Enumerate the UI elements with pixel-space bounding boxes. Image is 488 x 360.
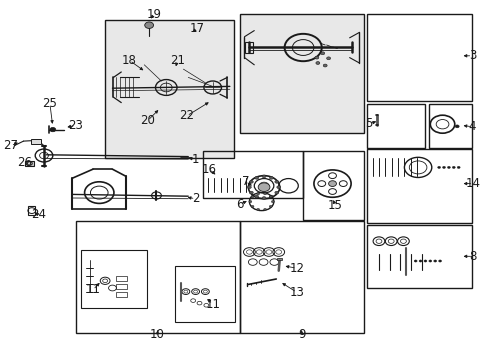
Circle shape: [256, 193, 259, 195]
Circle shape: [269, 195, 273, 198]
Circle shape: [276, 186, 280, 189]
Circle shape: [438, 260, 441, 262]
Circle shape: [144, 22, 153, 28]
Bar: [116, 276, 127, 281]
Bar: [428, 104, 471, 148]
Circle shape: [269, 176, 273, 179]
Text: 8: 8: [468, 250, 476, 263]
Text: 20: 20: [140, 114, 155, 127]
Bar: [303, 151, 364, 220]
Circle shape: [447, 166, 449, 168]
Bar: [366, 225, 471, 288]
Circle shape: [263, 208, 266, 211]
Text: 16: 16: [202, 163, 216, 176]
Text: 19: 19: [146, 8, 161, 21]
Bar: [81, 250, 146, 308]
Bar: [31, 139, 41, 144]
Bar: [276, 258, 281, 260]
Text: 14: 14: [465, 177, 480, 190]
Text: 3: 3: [468, 49, 475, 62]
Bar: [116, 284, 127, 289]
Bar: [366, 104, 425, 148]
Text: 5: 5: [365, 117, 372, 130]
Circle shape: [274, 180, 278, 183]
Bar: [239, 221, 364, 333]
Text: 9: 9: [297, 328, 305, 341]
Circle shape: [315, 62, 319, 64]
Text: 6: 6: [235, 198, 243, 211]
Circle shape: [250, 195, 253, 198]
Circle shape: [328, 181, 336, 186]
Circle shape: [50, 127, 56, 132]
Circle shape: [262, 175, 265, 178]
Text: 10: 10: [150, 328, 164, 341]
Bar: [76, 221, 239, 333]
Text: 11: 11: [85, 283, 100, 296]
Text: 2: 2: [191, 192, 199, 205]
Text: 4: 4: [468, 120, 475, 133]
Circle shape: [250, 206, 253, 208]
Circle shape: [314, 56, 318, 59]
Text: 11: 11: [205, 298, 220, 311]
Circle shape: [423, 260, 426, 262]
Circle shape: [428, 260, 431, 262]
Circle shape: [254, 195, 258, 198]
Bar: [366, 14, 471, 101]
Bar: [105, 20, 233, 158]
Text: 25: 25: [42, 97, 57, 110]
Bar: [175, 266, 234, 322]
Circle shape: [247, 186, 251, 189]
Text: 24: 24: [31, 208, 45, 221]
Text: 21: 21: [170, 54, 184, 67]
Circle shape: [326, 57, 330, 60]
Text: 18: 18: [122, 54, 137, 67]
Circle shape: [413, 260, 416, 262]
Bar: [366, 149, 471, 223]
Circle shape: [320, 52, 324, 55]
Circle shape: [323, 64, 326, 67]
Circle shape: [269, 206, 272, 208]
Text: 12: 12: [289, 262, 304, 275]
Circle shape: [271, 201, 274, 203]
Bar: [245, 42, 253, 53]
Circle shape: [269, 195, 272, 198]
Text: 22: 22: [179, 109, 194, 122]
Circle shape: [451, 166, 454, 168]
Text: 1: 1: [191, 153, 199, 166]
Circle shape: [256, 208, 259, 211]
Circle shape: [248, 201, 251, 203]
Text: 15: 15: [327, 199, 342, 212]
Text: 27: 27: [3, 139, 18, 152]
Circle shape: [258, 183, 269, 192]
Circle shape: [418, 260, 421, 262]
Circle shape: [437, 166, 440, 168]
Text: 26: 26: [17, 156, 32, 169]
Bar: [116, 292, 127, 297]
Text: 23: 23: [68, 119, 83, 132]
Circle shape: [249, 191, 253, 194]
Text: 13: 13: [289, 286, 304, 299]
Circle shape: [456, 166, 459, 168]
Circle shape: [262, 197, 265, 199]
Text: 7: 7: [241, 175, 249, 188]
Circle shape: [442, 166, 445, 168]
Bar: [203, 151, 303, 198]
Circle shape: [454, 125, 458, 128]
Bar: [28, 206, 35, 215]
Bar: [25, 161, 34, 166]
Circle shape: [254, 176, 258, 179]
Circle shape: [274, 191, 278, 194]
Bar: [239, 14, 364, 133]
Text: 17: 17: [189, 22, 204, 35]
Circle shape: [249, 180, 253, 183]
Circle shape: [263, 193, 266, 195]
Circle shape: [433, 260, 436, 262]
